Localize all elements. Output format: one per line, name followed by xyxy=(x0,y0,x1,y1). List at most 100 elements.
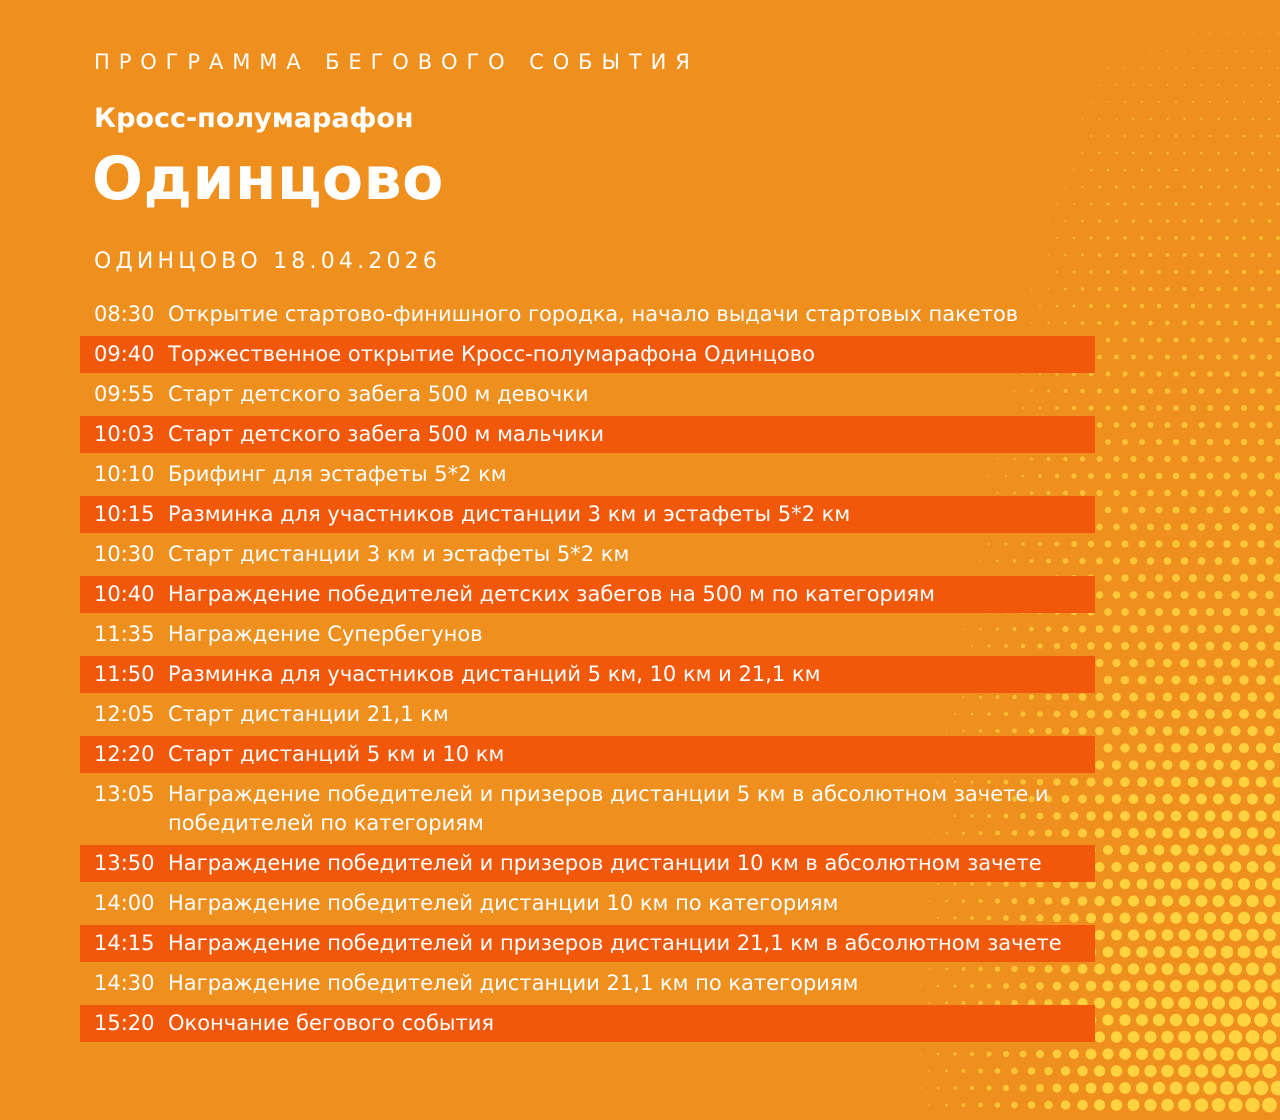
halftone-dot xyxy=(1263,861,1276,873)
halftone-dot xyxy=(1019,880,1027,888)
halftone-dot xyxy=(1253,1080,1269,1096)
halftone-dot xyxy=(1196,692,1207,702)
halftone-dot xyxy=(1119,878,1131,890)
halftone-dot xyxy=(1248,556,1257,566)
halftone-dot xyxy=(1268,16,1271,18)
halftone-dot xyxy=(1239,675,1249,685)
halftone-dot xyxy=(1274,438,1280,446)
halftone-dot xyxy=(1012,626,1017,632)
halftone-dot xyxy=(1228,1097,1243,1113)
halftone-dot xyxy=(1102,946,1114,958)
schedule-text: Старт детского забега 500 м девочки xyxy=(168,382,589,406)
halftone-dot xyxy=(969,1085,975,1091)
halftone-dot xyxy=(962,729,965,733)
halftone-dot xyxy=(1226,33,1228,35)
halftone-dot xyxy=(1155,438,1163,446)
schedule-text: Старт детского забега 500 м мальчики xyxy=(168,422,604,446)
halftone-dot xyxy=(1146,658,1155,668)
halftone-dot xyxy=(1114,354,1119,360)
halftone-dot xyxy=(1097,354,1102,360)
halftone-dot xyxy=(1078,625,1087,633)
halftone-dot xyxy=(945,1069,948,1073)
halftone-dot xyxy=(1265,489,1274,497)
halftone-dot xyxy=(1230,692,1241,702)
halftone-dot xyxy=(1072,304,1076,308)
halftone-dot xyxy=(1224,303,1230,309)
halftone-dot xyxy=(1028,829,1035,837)
halftone-dot xyxy=(1079,456,1086,462)
halftone-dot xyxy=(1077,828,1088,838)
halftone-dot xyxy=(1196,726,1207,736)
halftone-dot xyxy=(1161,895,1174,907)
halftone-dot xyxy=(1215,388,1222,394)
halftone-dot xyxy=(1156,337,1162,343)
halftone-dot xyxy=(1069,981,1079,991)
halftone-dot xyxy=(1205,675,1215,685)
halftone-dot xyxy=(1145,793,1156,805)
halftone-dot xyxy=(1090,101,1092,103)
halftone-dot xyxy=(1136,810,1148,822)
halftone-dot xyxy=(1020,711,1026,717)
halftone-dot xyxy=(1231,489,1240,497)
halftone-dot xyxy=(1036,880,1044,888)
halftone-dot xyxy=(1259,236,1263,240)
halftone-dot xyxy=(1228,996,1243,1010)
halftone-dot xyxy=(1254,979,1268,993)
halftone-dot xyxy=(1213,759,1224,771)
halftone-dot xyxy=(953,916,957,920)
halftone-dot xyxy=(1002,1084,1010,1092)
halftone-dot xyxy=(1112,625,1121,633)
halftone-dot xyxy=(1180,523,1189,531)
halftone-dot xyxy=(961,1103,966,1107)
halftone-dot xyxy=(986,881,992,887)
schedule-time: 13:05 xyxy=(94,782,155,806)
halftone-dot xyxy=(1060,1066,1071,1076)
halftone-dot xyxy=(1103,709,1113,719)
halftone-dot xyxy=(1224,269,1230,275)
halftone-dot xyxy=(1061,727,1070,735)
halftone-dot xyxy=(1208,236,1212,240)
halftone-dot xyxy=(1262,1030,1277,1044)
halftone-dot xyxy=(1137,777,1147,787)
halftone-dot xyxy=(1045,727,1052,735)
halftone-dot xyxy=(1243,33,1245,35)
halftone-dot xyxy=(1129,692,1138,702)
halftone-dot xyxy=(1223,540,1231,548)
halftone-dot xyxy=(1273,641,1280,651)
halftone-dot xyxy=(1274,506,1280,514)
halftone-dot xyxy=(1102,1082,1114,1094)
halftone-dot xyxy=(1264,793,1275,805)
halftone-dot xyxy=(1153,912,1165,924)
halftone-dot xyxy=(1266,388,1273,394)
halftone-dot xyxy=(1061,693,1070,701)
halftone-dot xyxy=(1237,979,1251,993)
halftone-dot xyxy=(1229,928,1242,942)
halftone-dot xyxy=(1197,523,1206,531)
halftone-dot xyxy=(1238,810,1250,822)
halftone-dot xyxy=(1078,693,1087,701)
halftone-dot xyxy=(1098,185,1101,189)
halftone-dot xyxy=(1250,286,1255,292)
halftone-dot xyxy=(1248,523,1257,531)
halftone-dot xyxy=(1111,929,1122,941)
halftone-dot xyxy=(1153,844,1165,856)
halftone-dot xyxy=(1111,794,1122,804)
halftone-dot xyxy=(1157,202,1161,206)
halftone-dot xyxy=(1085,1082,1097,1094)
halftone-dot xyxy=(1121,574,1129,582)
halftone-dot xyxy=(1061,795,1070,803)
halftone-dot xyxy=(1232,354,1239,360)
halftone-dot xyxy=(1239,709,1249,719)
halftone-dot xyxy=(1056,203,1058,205)
halftone-dot xyxy=(1130,455,1137,463)
halftone-dot xyxy=(1115,84,1118,86)
halftone-dot xyxy=(1128,726,1139,736)
halftone-dot xyxy=(1120,641,1130,651)
halftone-dot xyxy=(1172,506,1180,514)
halftone-dot xyxy=(1003,779,1009,785)
halftone-dot xyxy=(1271,979,1280,993)
halftone-dot xyxy=(1182,320,1187,326)
halftone-dot xyxy=(1214,590,1223,600)
halftone-dot xyxy=(1127,1065,1140,1077)
halftone-dot xyxy=(1097,287,1102,291)
